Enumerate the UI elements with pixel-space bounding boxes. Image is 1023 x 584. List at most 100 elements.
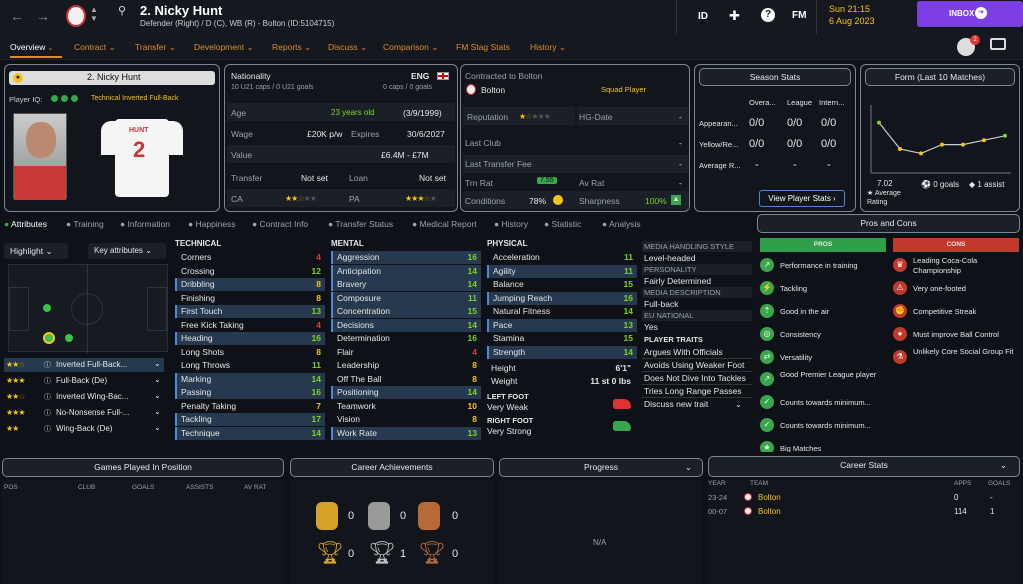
- attribute-row[interactable]: First Touch 13: [175, 305, 325, 318]
- attribute-row[interactable]: Work Rate 13: [331, 426, 481, 440]
- id-button[interactable]: ID: [698, 11, 708, 22]
- form-header[interactable]: Form (Last 10 Matches): [865, 68, 1015, 86]
- back-icon[interactable]: ←: [10, 8, 24, 24]
- attribute-row[interactable]: Passing 16: [175, 386, 325, 399]
- attribute-row[interactable]: Aggression 16: [331, 251, 481, 264]
- subtab-contract-info[interactable]: ● Contract Info: [252, 219, 309, 229]
- attribute-row[interactable]: Dribbling 8: [175, 278, 325, 291]
- attribute-row[interactable]: Determination 16: [331, 332, 481, 345]
- tab-overview[interactable]: Overview ⌄: [10, 42, 62, 58]
- games-played-header[interactable]: Games Played In Position: [2, 458, 284, 477]
- attribute-value: 8: [316, 279, 321, 289]
- info-icon: ⓘ: [44, 426, 51, 433]
- attribute-row[interactable]: Vision 8: [331, 413, 481, 426]
- attribute-row[interactable]: Acceleration 11: [487, 251, 637, 264]
- tab-contract[interactable]: Contract ⌄: [74, 42, 116, 52]
- attribute-row[interactable]: Leadership 8: [331, 359, 481, 372]
- form-point[interactable]: [940, 142, 944, 147]
- attribute-row[interactable]: Crossing 12: [175, 265, 325, 278]
- right-boot-icon: [613, 421, 631, 431]
- height-label: Height: [491, 363, 516, 373]
- career-achievements-header[interactable]: Career Achievements: [290, 458, 494, 477]
- attribute-row[interactable]: Long Shots 8: [175, 346, 325, 359]
- forward-icon[interactable]: →: [36, 8, 50, 24]
- progress-header[interactable]: Progress ⌄: [499, 458, 703, 477]
- tab-transfer[interactable]: Transfer ⌄: [135, 42, 176, 52]
- tab-history[interactable]: History ⌄: [530, 42, 566, 52]
- attribute-row[interactable]: Penalty Taking 7: [175, 400, 325, 413]
- attribute-row[interactable]: Technique 14: [175, 426, 325, 440]
- attribute-row[interactable]: Stamina 15: [487, 332, 637, 345]
- role-item[interactable]: ★★★ ⓘ Full-Back (De) ⌄: [6, 375, 161, 385]
- attribute-row[interactable]: Decisions 14: [331, 318, 481, 332]
- attribute-row[interactable]: Teamwork 10: [331, 400, 481, 413]
- subtab-history[interactable]: ● History: [494, 219, 528, 229]
- attribute-row[interactable]: Concentration 15: [331, 305, 481, 318]
- attribute-row[interactable]: Corners 4: [175, 251, 325, 264]
- inbox-button[interactable]: INBOX ➔: [917, 1, 1023, 27]
- attribute-row[interactable]: Positioning 14: [331, 386, 481, 399]
- tab-reports[interactable]: Reports ⌄: [272, 42, 312, 52]
- attribute-row[interactable]: Strength 14: [487, 345, 637, 359]
- view-player-stats-button[interactable]: View Player Stats ›: [759, 190, 845, 207]
- tab-development[interactable]: Development ⌄: [194, 42, 254, 52]
- subtab-statistic[interactable]: ● Statistic: [544, 219, 582, 229]
- form-point[interactable]: [961, 142, 965, 147]
- discuss-trait-dropdown[interactable]: Discuss new trait ⌄: [644, 399, 742, 409]
- help-icon[interactable]: ?: [761, 8, 775, 22]
- form-point[interactable]: [877, 120, 881, 125]
- attribute-row[interactable]: Pace 13: [487, 318, 637, 332]
- attribute-row[interactable]: Marking 14: [175, 372, 325, 386]
- attribute-row[interactable]: Free Kick Taking 4: [175, 319, 325, 332]
- medical-icon[interactable]: ✚: [729, 8, 740, 23]
- attribute-row[interactable]: Composure 11: [331, 291, 481, 305]
- attribute-row[interactable]: Flair 4: [331, 346, 481, 359]
- key-attributes-dropdown[interactable]: Key attributes ⌄: [88, 243, 166, 259]
- subtab-information[interactable]: ● Information: [120, 219, 171, 229]
- subtab-training[interactable]: ● Training: [66, 219, 104, 229]
- highlight-dropdown[interactable]: Highlight ⌄: [4, 243, 68, 259]
- position-dot: [43, 304, 51, 312]
- attribute-row[interactable]: Balance 15: [487, 278, 637, 291]
- attribute-row[interactable]: Heading 16: [175, 332, 325, 345]
- club-name[interactable]: Bolton: [481, 85, 506, 95]
- career-stats-header[interactable]: Career Stats ⌄: [708, 456, 1020, 477]
- tab-discuss[interactable]: Discuss ⌄: [328, 42, 368, 52]
- attribute-value: 10: [467, 400, 477, 411]
- personal-info-panel: Nationality ENG 10 U21 caps / 0 U21 goal…: [224, 64, 458, 212]
- tab-fm-stag-stats[interactable]: FM Stag Stats: [456, 42, 510, 52]
- form-point[interactable]: [898, 147, 902, 151]
- subtab-happiness[interactable]: ● Happiness: [188, 219, 236, 229]
- role-item[interactable]: ★★☆ ⓘ Inverted Wing-Bac... ⌄: [6, 391, 161, 401]
- iq-dot: [51, 95, 58, 102]
- fm-button[interactable]: FM: [792, 10, 807, 21]
- pros-cons-header[interactable]: Pros and Cons: [757, 214, 1020, 233]
- attribute-row[interactable]: Anticipation 14: [331, 264, 481, 278]
- attribute-row[interactable]: Jumping Reach 16: [487, 291, 637, 305]
- role-item[interactable]: ★★★ ⓘ No-Nonsense Full-... ⌄: [6, 407, 161, 417]
- attribute-row[interactable]: Natural Fitness 14: [487, 305, 637, 318]
- form-point[interactable]: [982, 138, 986, 143]
- subtab-medical-report[interactable]: ● Medical Report: [412, 219, 477, 229]
- season-stats-header[interactable]: Season Stats: [699, 68, 851, 86]
- role-item[interactable]: ★★☆ ⓘ Inverted Full-Back... ⌄: [4, 358, 164, 372]
- attribute-row[interactable]: Bravery 14: [331, 278, 481, 291]
- attribute-row[interactable]: Finishing 8: [175, 292, 325, 305]
- chevron-updown-icon[interactable]: ▲ ▼: [90, 5, 98, 23]
- subtab-analysis[interactable]: ● Analysis: [602, 219, 641, 229]
- form-point[interactable]: [919, 151, 923, 156]
- tab-comparison[interactable]: Comparison ⌄: [383, 42, 439, 52]
- attribute-row[interactable]: Long Throws 11: [175, 359, 325, 372]
- subtab-attributes[interactable]: ● Attributes: [4, 219, 47, 229]
- role-item[interactable]: ★★ ⓘ Wing-Back (De) ⌄: [6, 423, 161, 433]
- subtab-transfer-status[interactable]: ● Transfer Status: [328, 219, 394, 229]
- form-point[interactable]: [1003, 133, 1007, 138]
- attribute-row[interactable]: Agility 11: [487, 264, 637, 278]
- attribute-row[interactable]: Off The Ball 8: [331, 373, 481, 386]
- career-team[interactable]: Bolton: [758, 493, 781, 502]
- search-icon[interactable]: ⚲: [118, 5, 127, 17]
- monitor-icon[interactable]: [990, 38, 1006, 50]
- career-team[interactable]: Bolton: [758, 507, 781, 516]
- attribute-row[interactable]: Tackling 17: [175, 413, 325, 426]
- club-crest-icon[interactable]: [66, 5, 86, 27]
